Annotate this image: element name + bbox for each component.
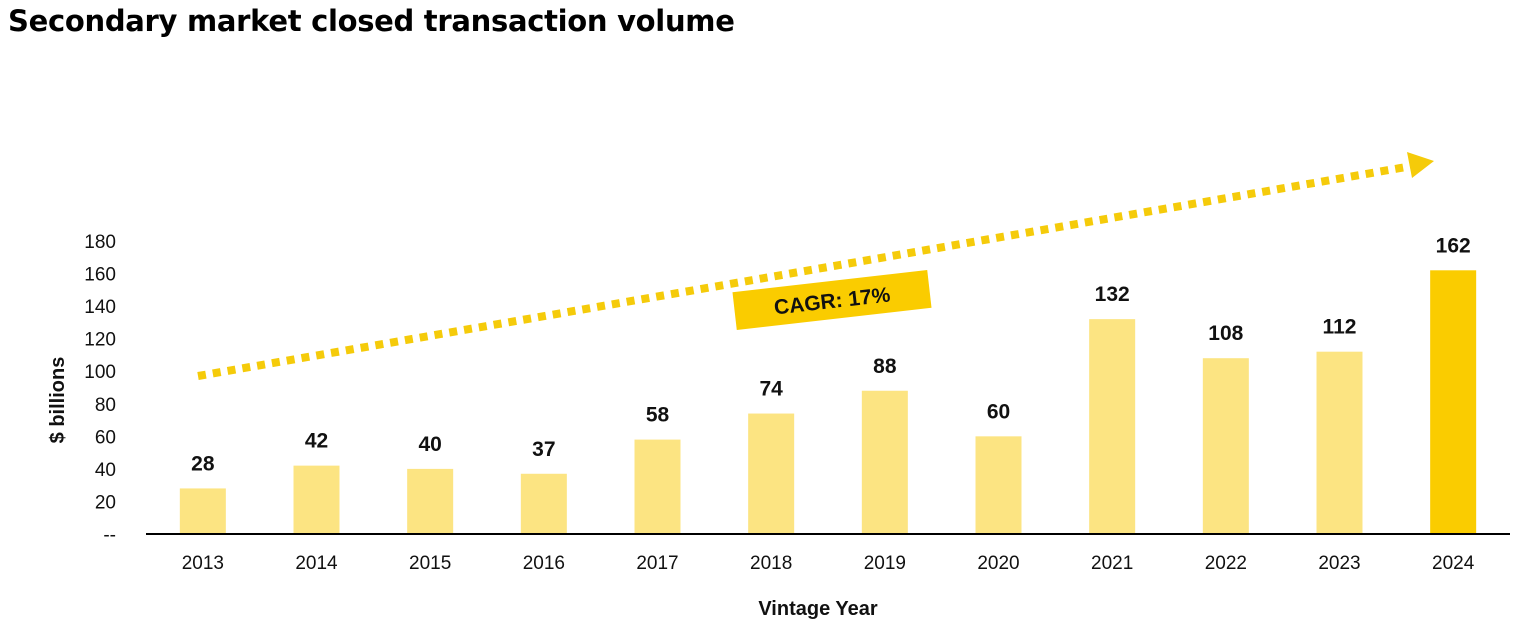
y-tick-label: 60 xyxy=(95,427,116,448)
y-tick-label: 80 xyxy=(95,395,116,416)
x-tick-label-2015: 2015 xyxy=(409,553,451,574)
x-tick-label-2022: 2022 xyxy=(1205,553,1247,574)
x-tick-label-2019: 2019 xyxy=(864,553,906,574)
bar-2014 xyxy=(293,465,340,534)
bar-2016 xyxy=(520,473,567,534)
data-label-2017: 58 xyxy=(646,404,670,427)
cagr-box xyxy=(732,270,932,330)
trend-arrow-line xyxy=(197,162,1413,380)
data-label-2014: 42 xyxy=(305,430,328,453)
bar-2017 xyxy=(634,439,681,534)
data-label-2022: 108 xyxy=(1208,322,1243,345)
bar-2023 xyxy=(1316,351,1363,534)
cagr-box-group: CAGR: 17% xyxy=(732,270,932,330)
x-tick-label-2017: 2017 xyxy=(636,553,678,574)
trend-arrow-layer xyxy=(197,152,1434,380)
data-label-2015: 40 xyxy=(418,433,441,456)
x-tick-label-2016: 2016 xyxy=(523,553,565,574)
bar-2019 xyxy=(861,390,908,534)
x-tick-label-2013: 2013 xyxy=(182,553,224,574)
chart-title: Secondary market closed transaction volu… xyxy=(8,4,735,38)
y-tick-label: 140 xyxy=(84,297,116,318)
y-tick-label: -- xyxy=(103,525,116,546)
data-labels-layer: 28 42 40 37 58 74 88 60 132 108 112 162 xyxy=(191,234,1471,475)
y-tick-label: 20 xyxy=(95,492,116,513)
y-axis: -- 20 40 60 80 100 120 140 160 180 xyxy=(84,232,116,546)
y-tick-label: 100 xyxy=(84,362,116,383)
y-tick-label: 180 xyxy=(84,232,116,253)
x-axis-title: Vintage Year xyxy=(758,598,878,620)
y-axis-title: $ billions xyxy=(47,357,69,444)
x-tick-label-2014: 2014 xyxy=(295,553,338,574)
x-tick-label-2018: 2018 xyxy=(750,553,792,574)
x-tick-label-2020: 2020 xyxy=(977,553,1019,574)
bar-2015 xyxy=(407,468,454,534)
data-label-2018: 74 xyxy=(759,378,783,401)
data-label-2013: 28 xyxy=(191,452,215,475)
bar-2024 xyxy=(1430,270,1477,534)
x-tick-label-2021: 2021 xyxy=(1091,553,1133,574)
x-tick-label-2023: 2023 xyxy=(1318,553,1360,574)
x-axis: 2013 2014 2015 2016 2017 2018 2019 2020 2021 2022… xyxy=(146,533,1510,574)
data-label-2021: 132 xyxy=(1095,283,1130,306)
bars-layer xyxy=(179,270,1477,534)
cagr-callout: CAGR: 17% xyxy=(732,270,932,330)
data-label-2016: 37 xyxy=(532,438,555,461)
data-label-2023: 112 xyxy=(1323,316,1357,339)
bar-2021 xyxy=(1089,319,1136,534)
y-tick-label: 160 xyxy=(84,265,116,286)
bar-2013 xyxy=(179,488,226,534)
bar-2020 xyxy=(975,436,1022,534)
data-label-2020: 60 xyxy=(987,400,1010,423)
y-tick-label: 120 xyxy=(84,330,116,351)
bar-2018 xyxy=(748,413,795,534)
bar-2022 xyxy=(1202,358,1249,534)
x-tick-label-2024: 2024 xyxy=(1432,553,1475,574)
data-label-2019: 88 xyxy=(873,355,897,378)
trend-arrowhead xyxy=(1407,152,1434,178)
y-tick-label: 40 xyxy=(95,460,116,481)
data-label-2024: 162 xyxy=(1436,234,1471,257)
